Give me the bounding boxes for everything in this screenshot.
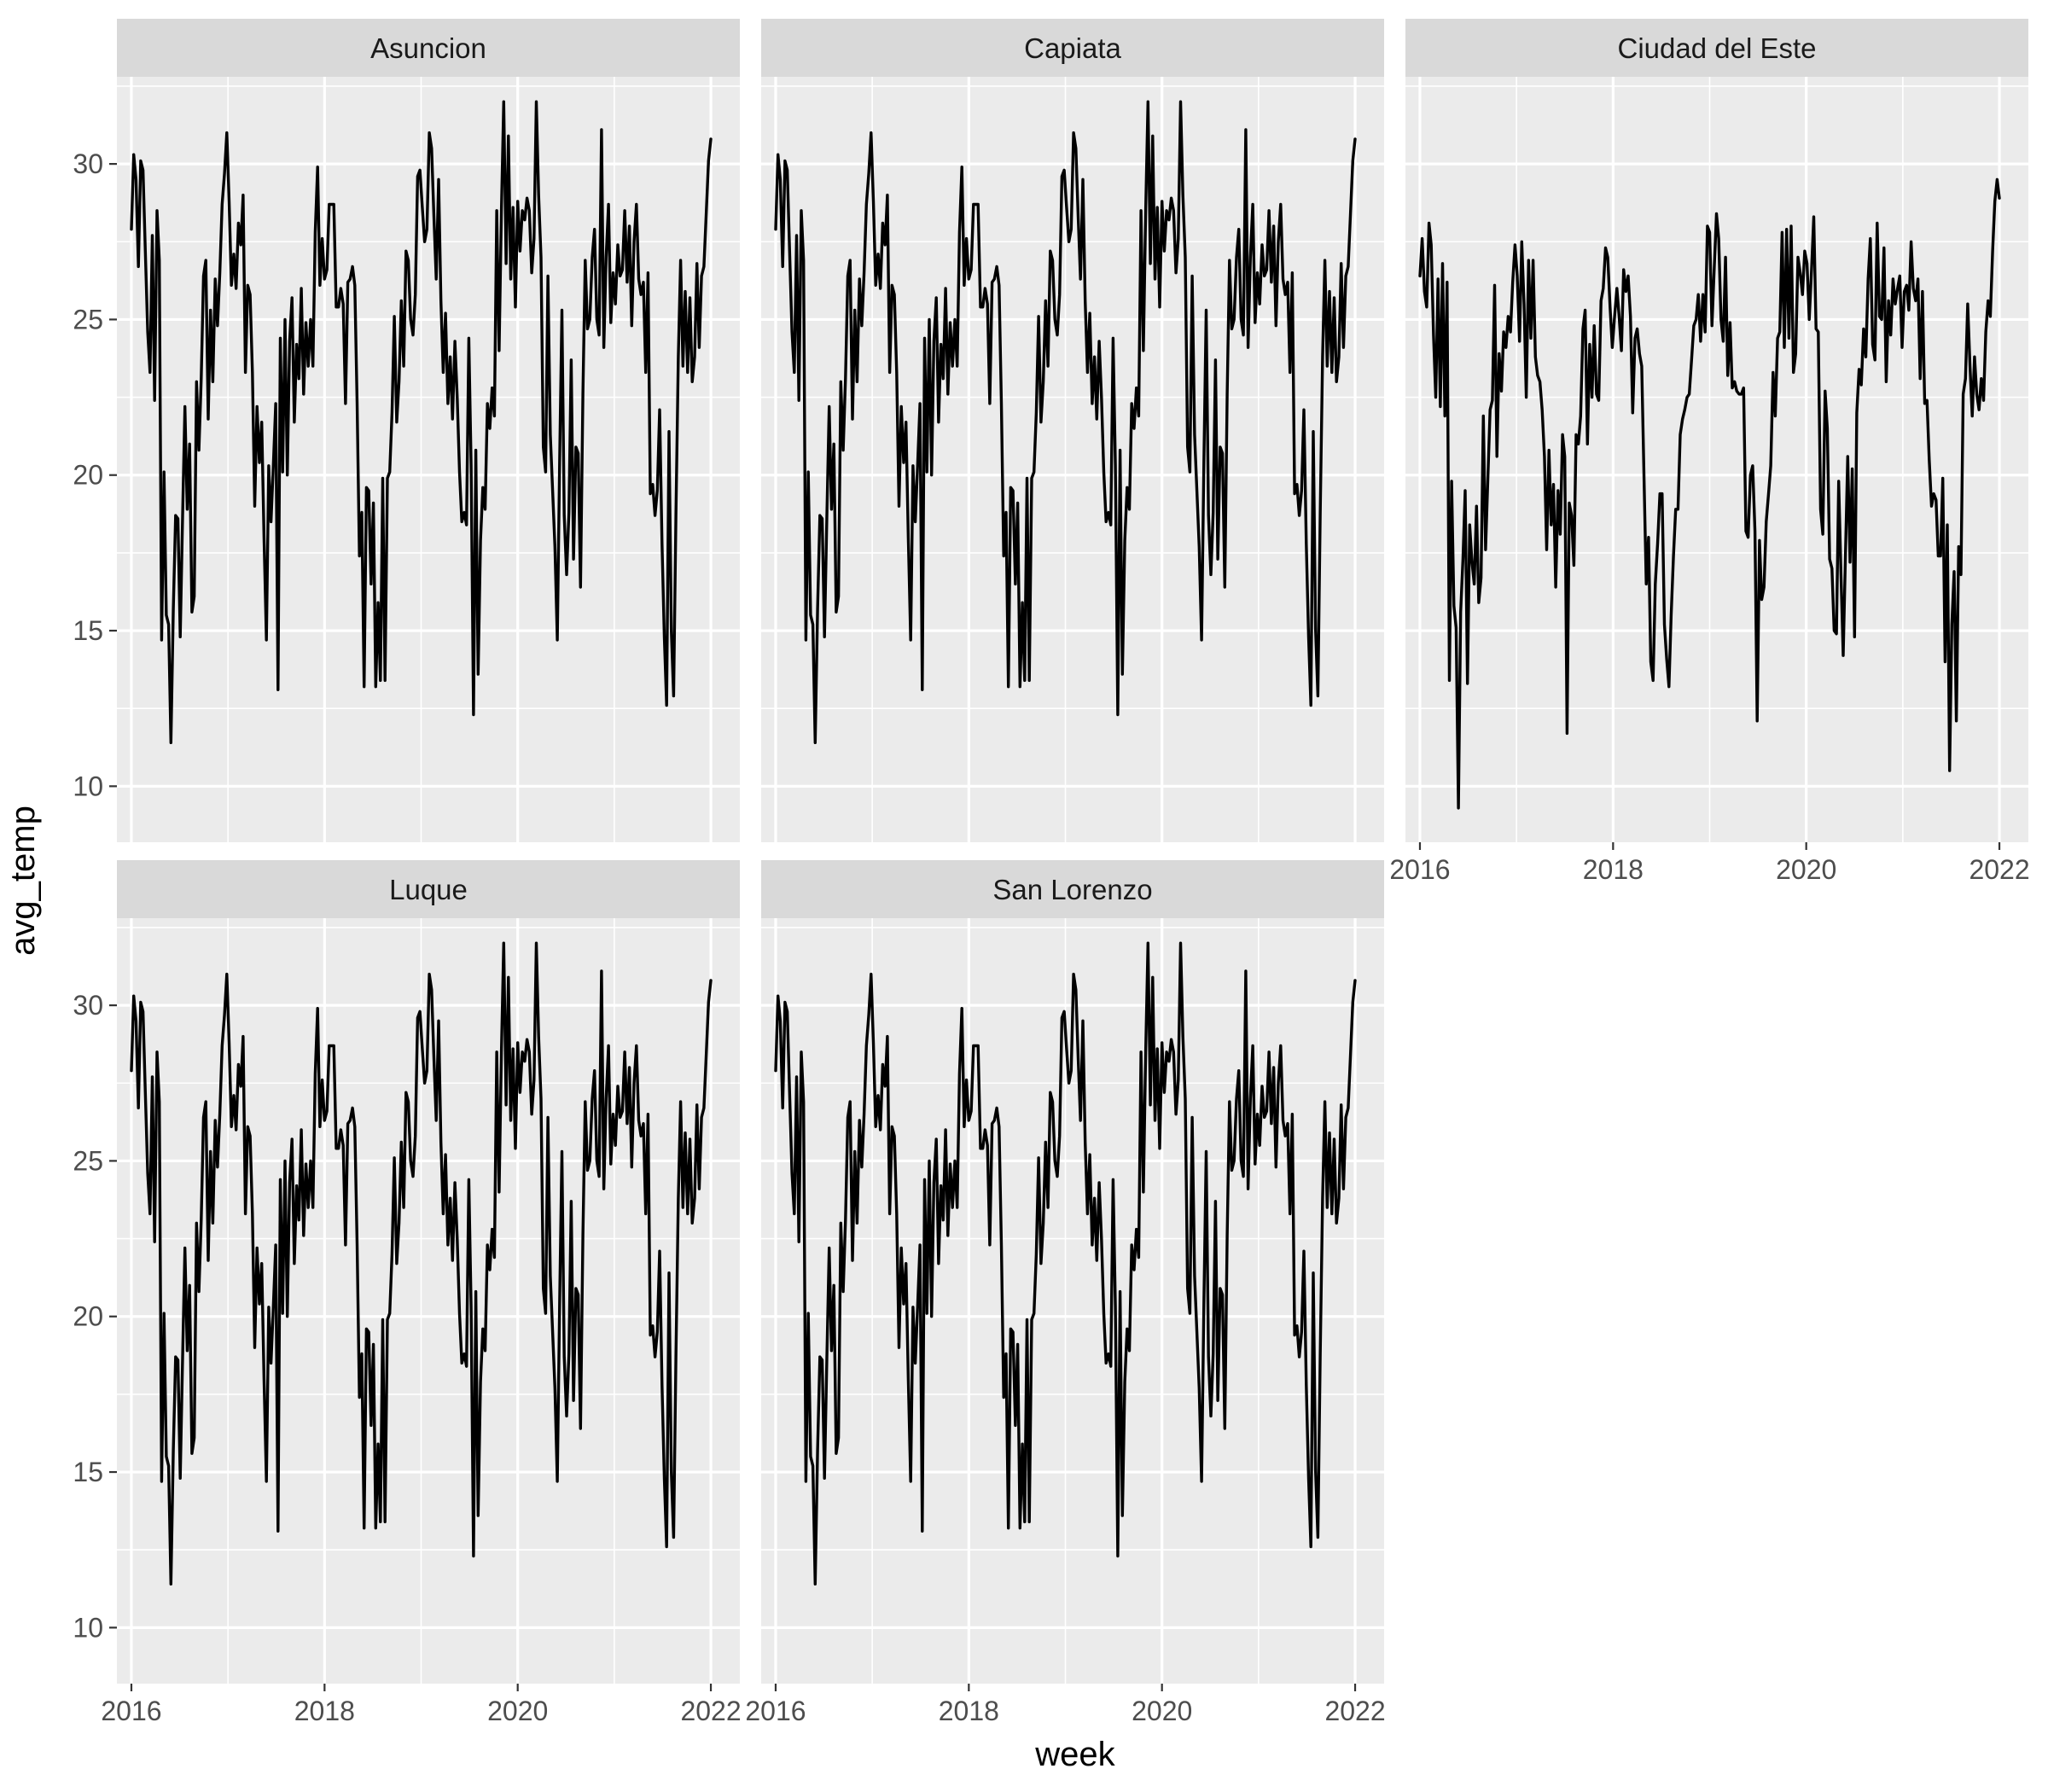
x-tick-label: 2020 — [487, 1696, 548, 1726]
y-tick-label: 15 — [73, 1457, 103, 1487]
y-tick-label: 30 — [73, 990, 103, 1021]
facet-panel: Luque 2016 2018 2020 2022 10 15 20 25 30 — [73, 860, 742, 1726]
x-tick-label: 2016 — [101, 1696, 161, 1726]
x-tick-label: 2016 — [1389, 854, 1450, 885]
facet-strip-label: Ciudad del Este — [1618, 32, 1817, 64]
x-axis-title: week — [1034, 1736, 1115, 1773]
y-tick-label: 10 — [73, 771, 103, 801]
x-tick-label: 2022 — [1969, 854, 2029, 885]
y-tick-label: 30 — [73, 148, 103, 179]
y-tick-label: 10 — [73, 1612, 103, 1643]
facet-strip — [1405, 19, 2028, 77]
facet-panel: San Lorenzo 2016 2018 2020 2022 — [745, 860, 1386, 1726]
x-tick-label: 2022 — [680, 1696, 741, 1726]
facet-strip-label: Capiata — [1024, 32, 1121, 64]
x-tick-label: 2022 — [1324, 1696, 1385, 1726]
x-tick-label: 2018 — [1583, 854, 1644, 885]
facet-panels: Asuncion 10 15 20 25 30 Capiata Ciudad del Este… — [73, 19, 2030, 1726]
facet-strip — [761, 860, 1384, 918]
facet-strip-label: Asuncion — [370, 32, 486, 64]
x-tick-label: 2018 — [294, 1696, 355, 1726]
facet-panel: Asuncion 10 15 20 25 30 — [73, 19, 740, 842]
facet-panel: Capiata — [761, 19, 1384, 842]
facet-strip — [761, 19, 1384, 77]
y-tick-label: 15 — [73, 615, 103, 646]
y-axis-title: avg_temp — [4, 806, 42, 956]
x-tick-label: 2016 — [745, 1696, 806, 1726]
x-tick-label: 2018 — [939, 1696, 999, 1726]
y-tick-label: 20 — [73, 460, 103, 491]
facet-strip-label: San Lorenzo — [992, 874, 1152, 905]
series-line-capiata — [774, 100, 1357, 744]
y-tick-label: 20 — [73, 1301, 103, 1332]
facet-strip — [117, 860, 740, 918]
y-tick-label: 25 — [73, 304, 103, 335]
x-tick-label: 2020 — [1776, 854, 1836, 885]
series-line-san-lorenzo — [774, 941, 1357, 1586]
panel-background — [1405, 77, 2028, 842]
y-tick-label: 25 — [73, 1145, 103, 1176]
facet-strip-label: Luque — [389, 874, 468, 905]
series-line-asuncion — [130, 100, 713, 744]
x-tick-label: 2020 — [1132, 1696, 1192, 1726]
series-line-ciudad-del-este — [1418, 177, 2001, 810]
series-line-luque — [130, 941, 713, 1586]
facet-strip — [117, 19, 740, 77]
facet-panel: Ciudad del Este 2016 2018 2020 2022 — [1389, 19, 2030, 885]
